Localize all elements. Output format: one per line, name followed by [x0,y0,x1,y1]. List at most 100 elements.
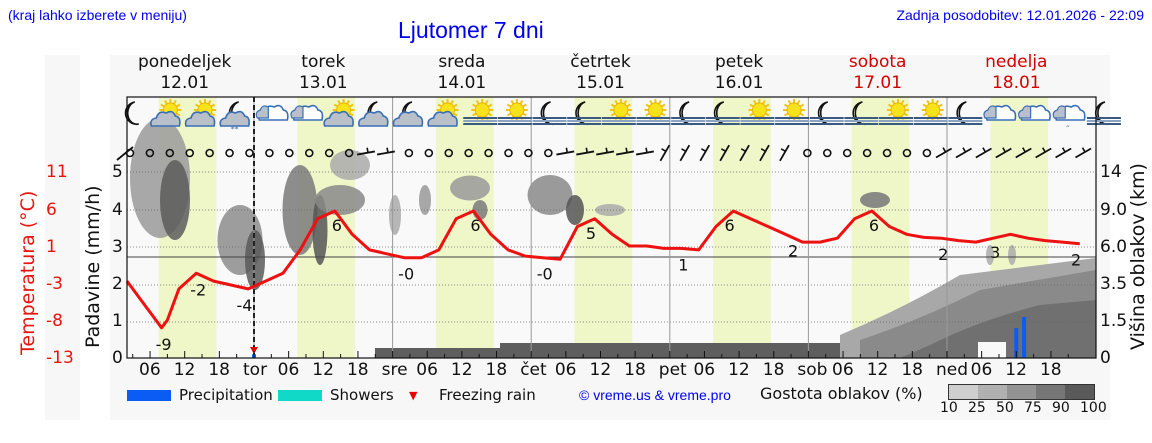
tick-label: 12 [173,360,196,380]
calm-wind-icon [205,148,214,158]
legend-showers: Showers [278,386,394,404]
day-name: sreda [438,52,486,72]
calm-wind-icon [862,148,872,158]
temperature-axis-label: Temperatura (°C) [17,190,39,355]
temperature-value-label: 6 [470,216,480,235]
wind-barb-icon [955,147,972,159]
tick-label: 06 [416,360,438,380]
calm-wind-icon [165,148,175,158]
legend-freezing-rain-label: Freezing rain [439,386,536,404]
tick-label: 18 [901,360,923,380]
tick-label: 1 [46,237,57,257]
temperature-value-label: -0 [398,265,414,284]
sun-fog-icon [775,99,810,125]
temperature-value-label: 5 [586,224,596,243]
cloud-density-label: Gostota oblakov (%) [760,384,923,403]
precipitation-bar [1022,316,1027,358]
tick-label: 18 [624,360,646,380]
tick-label: 06 [693,360,716,380]
moon-cloud-snow-icon: ** [219,101,250,134]
tick-label: 12 [450,360,473,380]
calm-wind-icon [404,148,414,158]
tick-label: 12 [589,360,612,380]
calm-wind-icon [245,148,254,158]
wind-barb-icon [1075,147,1092,159]
cloud-icon [1018,104,1051,121]
tick-label: 14 [1100,162,1122,182]
tick-label: 6 [46,200,57,220]
freezing-rain-triangle-icon: ▼ [409,388,418,402]
tick-label: 06 [832,360,854,380]
calm-wind-icon [544,148,553,158]
tick-label: sre [381,360,408,380]
day-date: 18.01 [991,73,1041,93]
sun-fog-icon [879,99,914,125]
wind-barb-icon [679,144,691,162]
left-axis-panel [45,55,80,420]
wind-barb-icon [596,147,615,156]
calm-wind-icon [344,148,354,158]
wind-barb-icon [556,147,575,156]
temperature-value-label: -9 [156,335,172,354]
wind-barb-icon [1055,147,1072,159]
density-tick-label: 50 [996,400,1014,416]
wind-barb-icon [739,144,750,162]
wind-barb-icon [376,147,395,156]
density-tick-label: 25 [968,400,986,416]
density-swatch [1007,385,1036,399]
tick-label: -8 [46,311,63,331]
day-date: 16.01 [714,73,764,93]
svg-text:″: ″ [1066,125,1070,135]
tick-label: 0 [1100,348,1111,368]
wind-barb-icon [616,147,635,156]
moon-fog-icon [705,101,740,126]
calm-wind-icon [285,148,294,158]
moon-fog-icon [567,101,602,126]
calm-wind-icon [504,148,513,158]
wind-barb-icon [1015,147,1032,159]
wind-barb-icon [935,147,953,159]
density-tick-label: 90 [1052,400,1070,416]
temperature-value-label: 2 [1071,251,1081,270]
sun-fog-icon [497,99,532,125]
tick-label: 12 [312,360,334,380]
wind-row [116,144,1092,162]
copyright-link[interactable]: © vreme.us & vreme.pro [579,387,731,403]
day-date: 13.01 [298,73,348,93]
calm-wind-icon [484,148,493,158]
sun-fog-icon [636,99,671,125]
sun-fog-icon [463,99,498,125]
day-date: 15.01 [576,73,625,93]
density-swatch [1065,385,1094,399]
wind-barb-icon [635,147,654,156]
wind-barb-icon [699,144,711,162]
plot-frame [126,96,1097,359]
tick-label: 5 [112,162,123,182]
tick-label: 3 [112,237,123,257]
wind-barb-icon [995,147,1012,159]
tick-label: 4 [112,200,123,220]
tick-label: 18 [208,360,230,380]
tick-label: 2 [112,274,123,294]
sun-fog-icon [601,99,636,125]
tick-label: sob [797,360,828,380]
tick-label: 12 [1005,360,1027,380]
day-label: četrtek 15.01 [531,52,671,94]
sun-cloud-icon [323,99,355,127]
wind-barb-icon [779,144,790,162]
sun-fog-icon [740,99,775,125]
temperature-value-label: 2 [788,241,798,260]
calm-wind-icon [265,148,274,158]
day-label: ponedeljek 12.01 [115,52,255,94]
density-scale-frame [948,384,1095,400]
wind-barb-icon [1035,147,1052,159]
density-swatch [978,385,1007,399]
moon-cloud-icon [392,101,424,127]
tick-label: 1 [112,311,123,331]
day-name: nedelja [985,52,1048,72]
calm-wind-icon [464,148,473,158]
calm-wind-icon [842,148,852,158]
temperature-value-label: 1 [678,255,688,274]
tick-label: -13 [46,348,74,368]
day-name: ponedeljek [137,52,232,72]
